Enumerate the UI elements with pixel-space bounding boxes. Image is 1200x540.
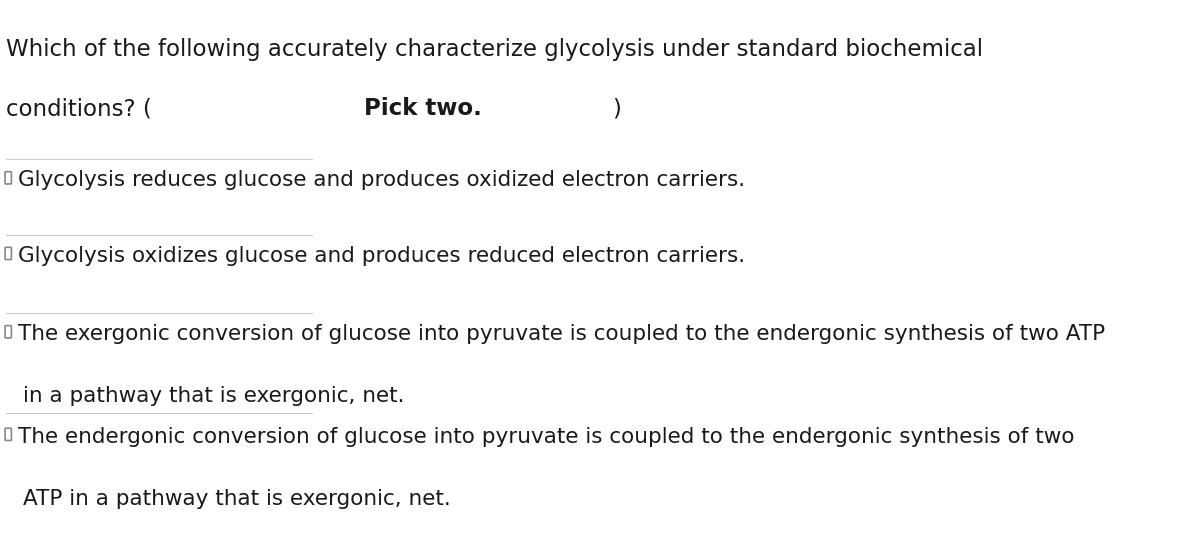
Text: Pick two.: Pick two. bbox=[364, 97, 482, 120]
Text: ATP in a pathway that is exergonic, net.: ATP in a pathway that is exergonic, net. bbox=[23, 489, 450, 509]
FancyBboxPatch shape bbox=[5, 172, 12, 184]
Text: Glycolysis oxidizes glucose and produces reduced electron carriers.: Glycolysis oxidizes glucose and produces… bbox=[18, 246, 745, 266]
Text: conditions? (: conditions? ( bbox=[6, 97, 151, 120]
Text: Glycolysis reduces glucose and produces oxidized electron carriers.: Glycolysis reduces glucose and produces … bbox=[18, 170, 745, 190]
FancyBboxPatch shape bbox=[5, 326, 12, 338]
Text: ): ) bbox=[612, 97, 620, 120]
Text: in a pathway that is exergonic, net.: in a pathway that is exergonic, net. bbox=[23, 386, 404, 406]
FancyBboxPatch shape bbox=[5, 247, 12, 260]
FancyBboxPatch shape bbox=[5, 428, 12, 441]
Text: Which of the following accurately characterize glycolysis under standard biochem: Which of the following accurately charac… bbox=[6, 38, 983, 61]
Text: The exergonic conversion of glucose into pyruvate is coupled to the endergonic s: The exergonic conversion of glucose into… bbox=[18, 324, 1105, 344]
Text: The endergonic conversion of glucose into pyruvate is coupled to the endergonic : The endergonic conversion of glucose int… bbox=[18, 427, 1074, 447]
